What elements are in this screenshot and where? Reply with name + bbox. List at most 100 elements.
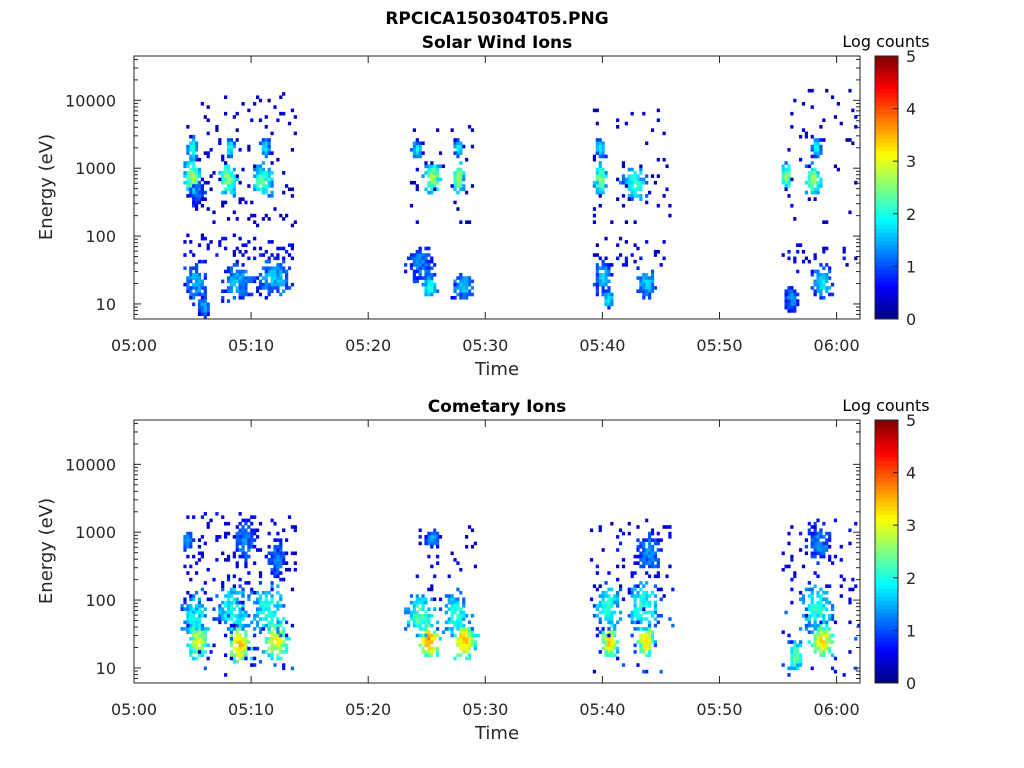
heatmap-cell (616, 594, 620, 598)
heatmap-cell (192, 623, 196, 628)
colorbar-segment (875, 440, 898, 446)
heatmap-cell (197, 167, 202, 172)
heatmap-cell (825, 620, 829, 625)
heatmap-cell (238, 279, 242, 284)
heatmap-cell (438, 177, 443, 182)
heatmap-cell (459, 607, 463, 611)
heatmap-cell (189, 154, 193, 159)
heatmap-cell (406, 623, 411, 628)
colorbar-segment (875, 658, 898, 663)
heatmap-cell (636, 620, 640, 625)
heatmap-cell (264, 174, 268, 178)
heatmap-cell (598, 279, 602, 284)
heatmap-cell (287, 636, 292, 641)
heatmap-cell (668, 564, 672, 569)
heatmap-cell (238, 249, 242, 254)
heatmap-cell (453, 604, 457, 608)
heatmap-cell (287, 243, 292, 247)
heatmap-cell (648, 594, 652, 598)
heatmap-cell (224, 604, 228, 608)
heatmap-cell (200, 190, 204, 195)
heatmap-cell (224, 531, 228, 536)
heatmap-cell (465, 190, 469, 195)
colorbar-segment (875, 572, 898, 577)
heatmap-cell (642, 282, 646, 287)
heatmap-cell (238, 180, 242, 185)
heatmap-cell (424, 620, 428, 625)
heatmap-cell (816, 610, 820, 615)
heatmap-cell (825, 633, 829, 638)
heatmap-cell (819, 263, 823, 267)
heatmap-cell (186, 620, 190, 625)
heatmap-cell (197, 633, 202, 638)
heatmap-cell (642, 669, 646, 674)
heatmap-cell (462, 613, 466, 618)
heatmap-cell (206, 180, 210, 185)
heatmap-cell (799, 157, 803, 162)
heatmap-cell (595, 180, 599, 185)
heatmap-cell (648, 531, 652, 536)
heatmap-cell (459, 643, 463, 648)
heatmap-cell (424, 171, 428, 175)
heatmap-cell (653, 584, 658, 588)
heatmap-cell (639, 197, 643, 201)
heatmap-cell (221, 551, 225, 556)
heatmap-cell (229, 269, 234, 274)
heatmap-cell (807, 177, 811, 182)
heatmap-cell (261, 138, 265, 142)
heatmap-cell (192, 292, 196, 297)
heatmap-cell (270, 653, 274, 657)
heatmap-cell (453, 180, 457, 185)
heatmap-cell (459, 610, 463, 615)
heatmap-cell (470, 633, 475, 638)
heatmap-cell (224, 167, 228, 172)
heatmap-cell (206, 521, 210, 526)
heatmap-cell (453, 184, 457, 188)
heatmap-cell (200, 233, 204, 238)
heatmap-cell (264, 151, 268, 155)
heatmap-cell (235, 636, 239, 641)
heatmap-cell (610, 630, 614, 634)
heatmap-cell (418, 144, 422, 149)
heatmap-cell (822, 548, 826, 552)
heatmap-cell (816, 548, 820, 552)
heatmap-cell (427, 167, 431, 172)
heatmap-cell (203, 590, 207, 595)
heatmap-cell (421, 633, 425, 638)
colorbar-segment (875, 477, 898, 483)
heatmap-cell (197, 610, 202, 615)
heatmap-cell (813, 154, 817, 159)
heatmap-cell (250, 515, 254, 519)
heatmap-cell (810, 643, 814, 648)
heatmap-cell (276, 282, 280, 287)
heatmap-cell (819, 295, 823, 300)
heatmap-cell (232, 180, 236, 185)
heatmap-cell (825, 544, 829, 549)
heatmap-cell (267, 289, 271, 293)
heatmap-cell (197, 259, 202, 264)
heatmap-cell (610, 617, 614, 621)
heatmap-cell (610, 272, 614, 277)
heatmap-cell (197, 302, 202, 307)
heatmap-cell (450, 128, 454, 132)
heatmap-cell (270, 567, 274, 572)
heatmap-cell (258, 630, 263, 634)
heatmap-cell (616, 604, 620, 608)
plot-frame (133, 55, 861, 320)
heatmap-cell (610, 620, 614, 625)
heatmap-cell (404, 269, 408, 274)
heatmap-cell (253, 276, 257, 280)
heatmap-cell (653, 623, 658, 628)
heatmap-cell (804, 627, 809, 631)
heatmap-cell (189, 295, 193, 300)
heatmap-cell (273, 627, 277, 631)
colorbar-segment (875, 576, 898, 581)
heatmap-cell (607, 266, 611, 270)
heatmap-cell (430, 292, 434, 297)
heatmap-cell (819, 646, 823, 651)
heatmap-cell (833, 656, 838, 661)
heatmap-cell (645, 276, 649, 280)
heatmap-cell (630, 613, 634, 618)
heatmap-cell (424, 613, 428, 618)
colorbar-segment (875, 633, 898, 639)
